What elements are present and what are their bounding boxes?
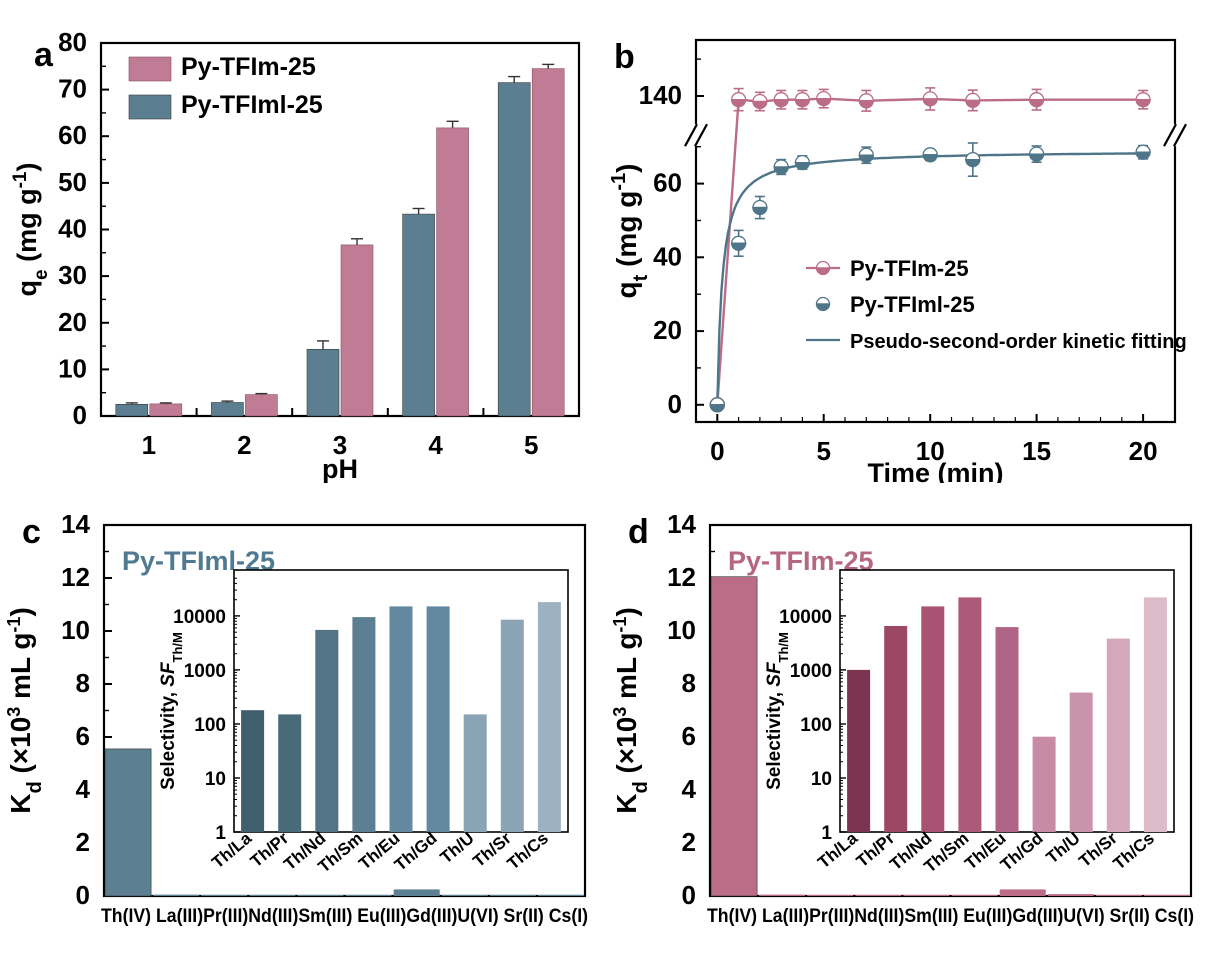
svg-text:Th(IV) La(III)Pr(III)Nd(III)Sm: Th(IV) La(III)Pr(III)Nd(III)Sm(III) Eu(I…: [707, 905, 1194, 927]
svg-text:1000: 1000: [790, 661, 832, 682]
svg-text:a: a: [34, 36, 54, 74]
svg-text:60: 60: [653, 168, 682, 198]
svg-text:4: 4: [682, 774, 697, 804]
svg-text:2: 2: [682, 827, 696, 857]
svg-text:Py-TFIml-25: Py-TFIml-25: [850, 292, 975, 317]
svg-text:Th/U: Th/U: [1043, 829, 1084, 868]
svg-text:Kd (×103 mL g-1): Kd (×103 mL g-1): [610, 607, 652, 814]
svg-text:20: 20: [653, 315, 682, 345]
svg-text:10: 10: [58, 353, 87, 383]
svg-text:Kd (×103 mL g-1): Kd (×103 mL g-1): [4, 607, 46, 814]
svg-text:1: 1: [215, 823, 226, 844]
svg-text:20: 20: [58, 307, 87, 337]
svg-text:Th/Gd: Th/Gd: [391, 829, 441, 875]
svg-text:5: 5: [816, 436, 830, 466]
svg-text:30: 30: [58, 260, 87, 290]
svg-text:15: 15: [1022, 436, 1051, 466]
svg-text:6: 6: [76, 721, 90, 751]
svg-text:Selectivity, SFTh/M: Selectivity, SFTh/M: [764, 632, 791, 790]
svg-text:40: 40: [653, 241, 682, 271]
svg-text:Th/U: Th/U: [437, 829, 478, 868]
svg-text:1000: 1000: [184, 661, 226, 682]
svg-text:6: 6: [682, 721, 696, 751]
svg-text:qt (mg g-1): qt (mg g-1): [608, 164, 652, 299]
svg-text:c: c: [22, 513, 41, 551]
svg-text:0: 0: [76, 880, 90, 910]
svg-text:qe (mg g-1): qe (mg g-1): [10, 163, 52, 297]
svg-text:Th/Gd: Th/Gd: [997, 829, 1047, 875]
svg-text:8: 8: [76, 668, 90, 698]
svg-text:5: 5: [524, 430, 538, 460]
svg-text:0: 0: [73, 400, 87, 430]
svg-text:10: 10: [667, 615, 696, 645]
svg-text:10000: 10000: [173, 607, 226, 628]
svg-text:50: 50: [58, 167, 87, 197]
svg-text:0: 0: [682, 880, 696, 910]
svg-text:Time (min): Time (min): [867, 458, 1003, 483]
svg-text:14: 14: [667, 509, 696, 539]
svg-text:10: 10: [205, 769, 226, 790]
svg-text:0: 0: [668, 389, 682, 419]
svg-text:Selectivity, SFTh/M: Selectivity, SFTh/M: [158, 632, 185, 790]
svg-text:1: 1: [821, 823, 832, 844]
svg-text:100: 100: [194, 715, 226, 736]
svg-text:12: 12: [667, 562, 696, 592]
svg-text:10000: 10000: [779, 607, 832, 628]
svg-text:Py-TFIm-25: Py-TFIm-25: [728, 546, 874, 576]
svg-text:4: 4: [428, 430, 443, 460]
svg-text:10: 10: [61, 615, 90, 645]
svg-text:Py-TFIm-25: Py-TFIm-25: [181, 53, 316, 81]
svg-text:8: 8: [682, 668, 696, 698]
svg-text:2: 2: [76, 827, 90, 857]
svg-text:4: 4: [76, 774, 91, 804]
svg-text:40: 40: [58, 214, 87, 244]
svg-text:12: 12: [61, 562, 90, 592]
svg-text:2: 2: [237, 430, 251, 460]
svg-text:60: 60: [58, 120, 87, 150]
svg-text:Th/Cs: Th/Cs: [1110, 829, 1158, 874]
svg-text:100: 100: [800, 715, 832, 736]
svg-text:Py-TFIm-25: Py-TFIm-25: [850, 256, 969, 281]
svg-text:0: 0: [710, 436, 724, 466]
svg-text:20: 20: [1129, 436, 1158, 466]
svg-text:Py-TFIml-25: Py-TFIml-25: [122, 546, 275, 576]
svg-text:Py-TFIml-25: Py-TFIml-25: [181, 91, 323, 119]
svg-text:80: 80: [58, 27, 87, 57]
svg-text:pH: pH: [322, 454, 358, 483]
svg-text:Th/Cs: Th/Cs: [504, 829, 552, 874]
svg-text:d: d: [628, 513, 649, 551]
svg-text:Th(IV) La(III)Pr(III)Nd(III)Sm: Th(IV) La(III)Pr(III)Nd(III)Sm(III) Eu(I…: [101, 905, 588, 927]
svg-text:70: 70: [58, 74, 87, 104]
svg-text:140: 140: [639, 80, 682, 110]
svg-text:Pseudo-second-order kinetic fi: Pseudo-second-order kinetic fitting: [850, 331, 1187, 353]
svg-text:b: b: [614, 38, 635, 76]
svg-text:10: 10: [811, 769, 832, 790]
svg-text:1: 1: [142, 430, 156, 460]
svg-text:14: 14: [61, 509, 90, 539]
